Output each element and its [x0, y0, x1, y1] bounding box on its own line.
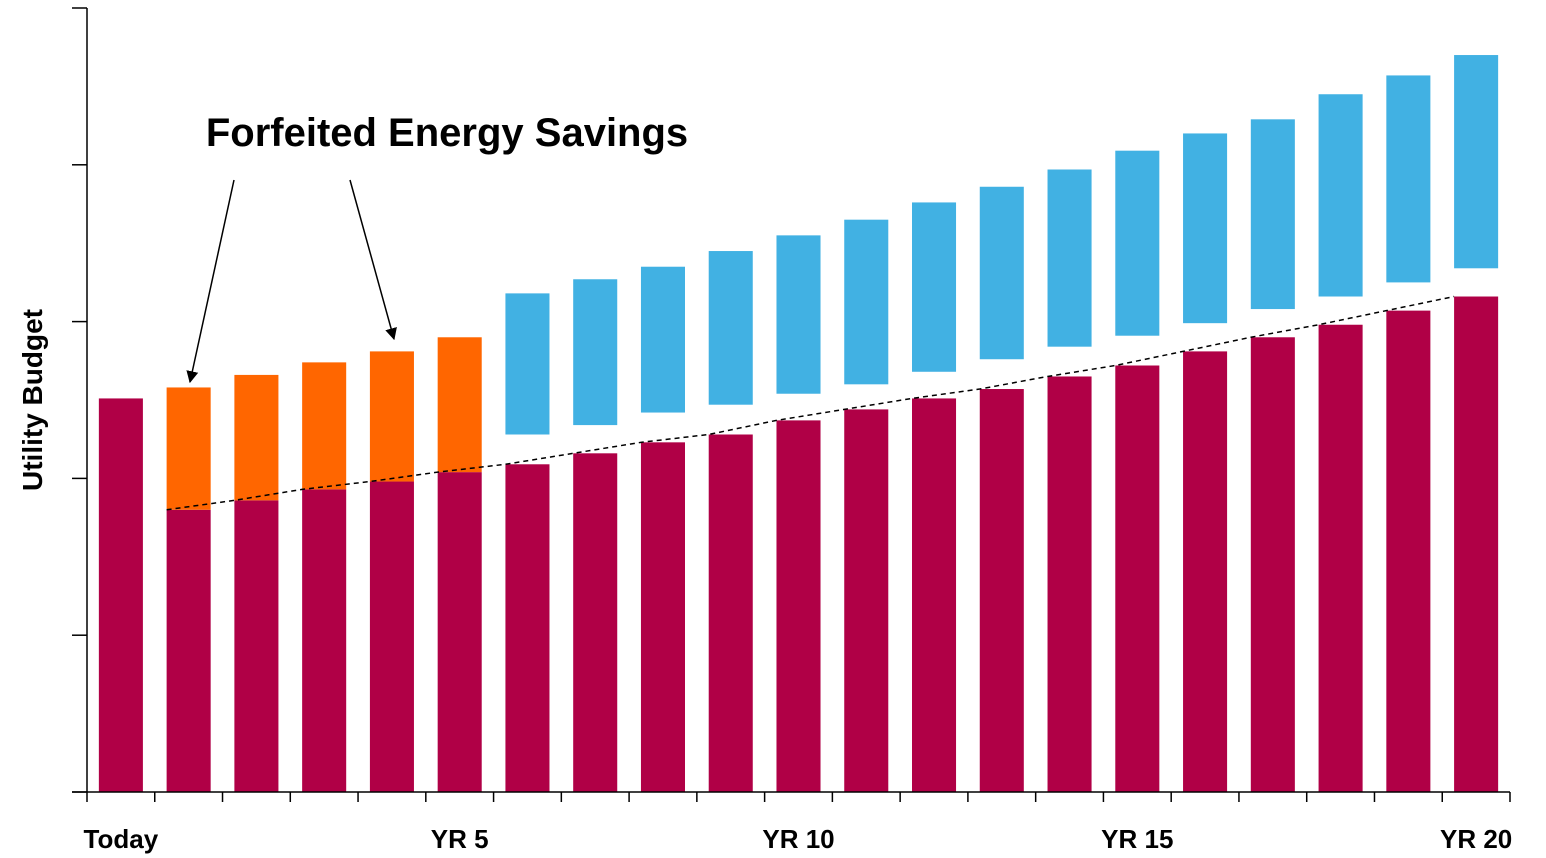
bar — [98, 398, 143, 792]
bar — [573, 453, 618, 792]
y-axis-label: Utility Budget — [17, 309, 48, 491]
bar — [505, 293, 550, 435]
bar — [912, 202, 957, 372]
bar — [166, 509, 211, 792]
bar — [1047, 376, 1092, 792]
bar — [1318, 324, 1363, 792]
bar — [166, 387, 211, 510]
bar — [912, 398, 957, 792]
bar — [640, 442, 685, 792]
x-tick-label: YR 15 — [1101, 824, 1173, 854]
bar — [776, 420, 821, 792]
annotation-arrow — [186, 179, 235, 384]
bar — [1454, 296, 1499, 792]
bar — [1250, 119, 1295, 310]
x-tick-label: YR 20 — [1440, 824, 1512, 854]
bar — [979, 186, 1024, 360]
bar — [1454, 55, 1499, 269]
bar — [708, 434, 753, 792]
x-tick-label: YR 10 — [762, 824, 834, 854]
bar — [505, 464, 550, 792]
bar — [708, 251, 753, 405]
bar — [1386, 310, 1431, 792]
annotation: Forfeited Energy Savings — [206, 111, 688, 155]
bar — [437, 472, 482, 792]
x-tick-label: YR 5 — [431, 824, 489, 854]
bar — [302, 362, 347, 490]
bar — [369, 481, 414, 792]
bar — [1183, 351, 1228, 792]
bar — [234, 500, 279, 792]
bar — [776, 235, 821, 394]
bar — [1115, 365, 1160, 792]
bar — [1318, 94, 1363, 297]
bar — [302, 489, 347, 792]
bar — [844, 409, 889, 792]
bar — [1047, 169, 1092, 347]
trend-line — [166, 295, 1455, 511]
annotation-arrow — [349, 179, 397, 341]
bar — [1115, 150, 1160, 336]
bar — [573, 279, 618, 426]
bar — [1183, 133, 1228, 324]
x-tick-label: Today — [84, 824, 159, 854]
bar — [234, 374, 279, 501]
bar — [1386, 75, 1431, 283]
bar — [640, 266, 685, 413]
bar — [844, 219, 889, 385]
bar — [437, 337, 482, 473]
bar — [369, 351, 414, 482]
bar — [1250, 337, 1295, 792]
bar — [979, 389, 1024, 792]
